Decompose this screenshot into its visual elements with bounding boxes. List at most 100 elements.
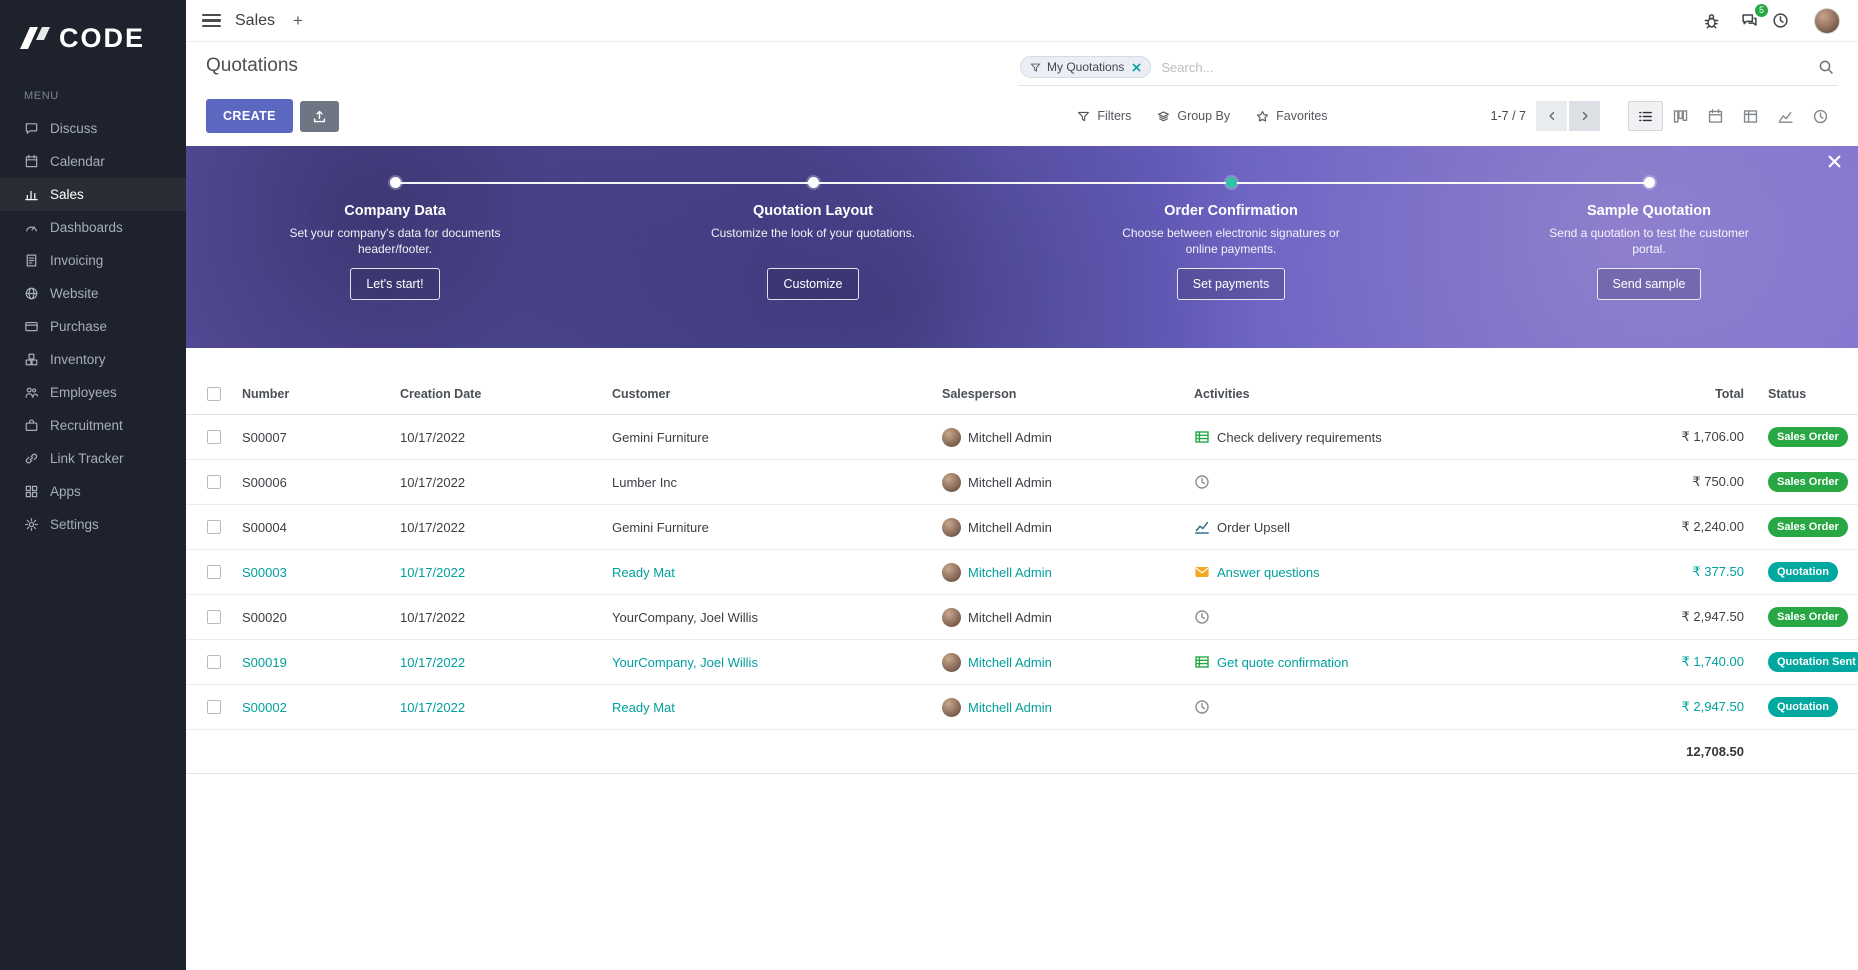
row-checkbox[interactable] — [207, 520, 221, 534]
table-header-row: Number Creation Date Customer Salesperso… — [186, 374, 1858, 415]
messages-icon[interactable]: 5 — [1734, 3, 1768, 35]
tasks-icon[interactable] — [1194, 429, 1210, 445]
clock-icon[interactable] — [1194, 609, 1210, 625]
envelope-icon[interactable] — [1194, 564, 1210, 580]
activity-label[interactable]: Order Upsell — [1217, 519, 1290, 535]
row-checkbox[interactable] — [207, 700, 221, 714]
brand-logo[interactable]: CODE — [0, 0, 186, 76]
quotation-number[interactable]: S00003 — [242, 564, 287, 580]
sidebar-item-link-tracker[interactable]: Link Tracker — [0, 442, 186, 475]
step-title: Order Confirmation — [1164, 203, 1298, 219]
tasks-icon[interactable] — [1194, 654, 1210, 670]
status-badge: Sales Order — [1768, 427, 1848, 447]
step-action-button[interactable]: Customize — [767, 268, 859, 300]
table-row[interactable]: S00003 10/17/2022 Ready Mat Mitchell Admin A… — [186, 550, 1858, 595]
sidebar-item-dashboards[interactable]: Dashboards — [0, 211, 186, 244]
group-by-button[interactable]: Group By — [1157, 109, 1230, 123]
creation-date: 10/17/2022 — [400, 519, 466, 535]
onboarding-banner: Company Data Set your company's data for … — [186, 146, 1858, 348]
quotation-number[interactable]: S00020 — [242, 609, 287, 625]
column-header-number[interactable]: Number — [242, 387, 290, 401]
row-checkbox[interactable] — [207, 475, 221, 489]
table-row[interactable]: S00019 10/17/2022 YourCompany, Joel Willis… — [186, 640, 1858, 685]
clock-icon[interactable] — [1194, 474, 1210, 490]
banner-close-button[interactable] — [1828, 155, 1841, 168]
debug-bug-icon[interactable] — [1696, 7, 1726, 35]
search-bar[interactable]: My Quotations — [1018, 55, 1838, 86]
app-title[interactable]: Sales — [235, 11, 276, 29]
sidebar-item-label: Link Tracker — [50, 451, 124, 466]
table-row[interactable]: S00007 10/17/2022 Gemini Furniture Mitchell… — [186, 415, 1858, 460]
table-row[interactable]: S00004 10/17/2022 Gemini Furniture Mitchell… — [186, 505, 1858, 550]
search-filter-tag[interactable]: My Quotations — [1020, 56, 1152, 78]
activity-label[interactable]: Answer questions — [1217, 564, 1320, 580]
view-calendar-button[interactable] — [1698, 101, 1733, 131]
table-row[interactable]: S00002 10/17/2022 Ready Mat Mitchell Admin ₹… — [186, 685, 1858, 730]
activities-clock-icon[interactable] — [1772, 7, 1805, 35]
quotation-number[interactable]: S00006 — [242, 474, 287, 490]
favorites-label: Favorites — [1276, 109, 1328, 123]
view-graph-button[interactable] — [1768, 101, 1803, 131]
column-header-creation-date[interactable]: Creation Date — [400, 387, 482, 401]
activity-view-icon — [1813, 109, 1828, 123]
create-button[interactable]: CREATE — [206, 99, 293, 133]
sidebar-item-recruitment[interactable]: Recruitment — [0, 409, 186, 442]
hamburger-menu-icon[interactable] — [202, 13, 221, 28]
favorites-button[interactable]: Favorites — [1256, 109, 1328, 123]
sidebar-item-settings[interactable]: Settings — [0, 508, 186, 541]
search-icon[interactable] — [1818, 59, 1834, 75]
remove-filter-icon[interactable] — [1132, 62, 1142, 72]
column-header-total[interactable]: Total — [1715, 387, 1744, 401]
sidebar-item-discuss[interactable]: Discuss — [0, 112, 186, 145]
search-input[interactable] — [1161, 59, 1818, 75]
view-kanban-button[interactable] — [1663, 101, 1698, 131]
step-action-button[interactable]: Set payments — [1176, 268, 1286, 301]
quotation-number[interactable]: S00019 — [242, 654, 287, 670]
sidebar-item-employees[interactable]: Employees — [0, 376, 186, 409]
row-checkbox[interactable] — [207, 655, 221, 669]
row-checkbox[interactable] — [207, 565, 221, 579]
column-header-salesperson[interactable]: Salesperson — [942, 387, 1017, 401]
add-tab-button[interactable]: + — [293, 10, 303, 30]
salesperson-name: Mitchell Admin — [968, 699, 1052, 715]
row-checkbox[interactable] — [207, 610, 221, 624]
column-header-activities[interactable]: Activities — [1194, 387, 1250, 401]
filters-button[interactable]: Filters — [1077, 109, 1131, 123]
step-action-button[interactable]: Let's start! — [350, 268, 440, 301]
sidebar: CODE MENU Discuss Calendar Sales Dashboards… — [0, 0, 186, 970]
link-icon — [24, 451, 39, 466]
quotation-number[interactable]: S00007 — [242, 429, 287, 445]
clock-icon[interactable] — [1194, 699, 1210, 715]
table-row[interactable]: S00020 10/17/2022 YourCompany, Joel Willis… — [186, 595, 1858, 640]
user-avatar[interactable] — [1814, 7, 1840, 34]
pager-next-button[interactable] — [1569, 101, 1600, 131]
sidebar-item-sales[interactable]: Sales — [0, 178, 186, 211]
row-checkbox[interactable] — [207, 430, 221, 444]
pager-previous-button[interactable] — [1536, 101, 1567, 131]
sidebar-item-invoicing[interactable]: Invoicing — [0, 244, 186, 277]
quotation-number[interactable]: S00004 — [242, 519, 287, 535]
table-row[interactable]: S00006 10/17/2022 Lumber Inc Mitchell Admin… — [186, 460, 1858, 505]
search-filter-label: My Quotations — [1047, 60, 1125, 74]
sidebar-item-purchase[interactable]: Purchase — [0, 310, 186, 343]
select-all-checkbox[interactable] — [207, 387, 221, 401]
activity-label[interactable]: Check delivery requirements — [1217, 429, 1382, 445]
quotation-number[interactable]: S00002 — [242, 699, 287, 715]
column-header-customer[interactable]: Customer — [612, 387, 671, 401]
sidebar-item-website[interactable]: Website — [0, 277, 186, 310]
chart-icon[interactable] — [1194, 519, 1210, 535]
sidebar-item-calendar[interactable]: Calendar — [0, 145, 186, 178]
sidebar-item-label: Employees — [50, 385, 117, 400]
view-activity-button[interactable] — [1803, 101, 1838, 131]
step-description: Send a quotation to test the customer po… — [1549, 226, 1749, 257]
upload-icon-button[interactable] — [299, 100, 339, 132]
view-pivot-button[interactable] — [1733, 101, 1768, 131]
sidebar-item-apps[interactable]: Apps — [0, 475, 186, 508]
step-action-button[interactable]: Send sample — [1596, 268, 1702, 301]
view-list-button[interactable] — [1628, 101, 1663, 131]
sidebar-item-inventory[interactable]: Inventory — [0, 343, 186, 376]
activity-label[interactable]: Get quote confirmation — [1217, 654, 1349, 670]
column-header-status[interactable]: Status — [1768, 387, 1807, 401]
dashboards-icon — [24, 220, 39, 235]
creation-date: 10/17/2022 — [400, 564, 466, 580]
